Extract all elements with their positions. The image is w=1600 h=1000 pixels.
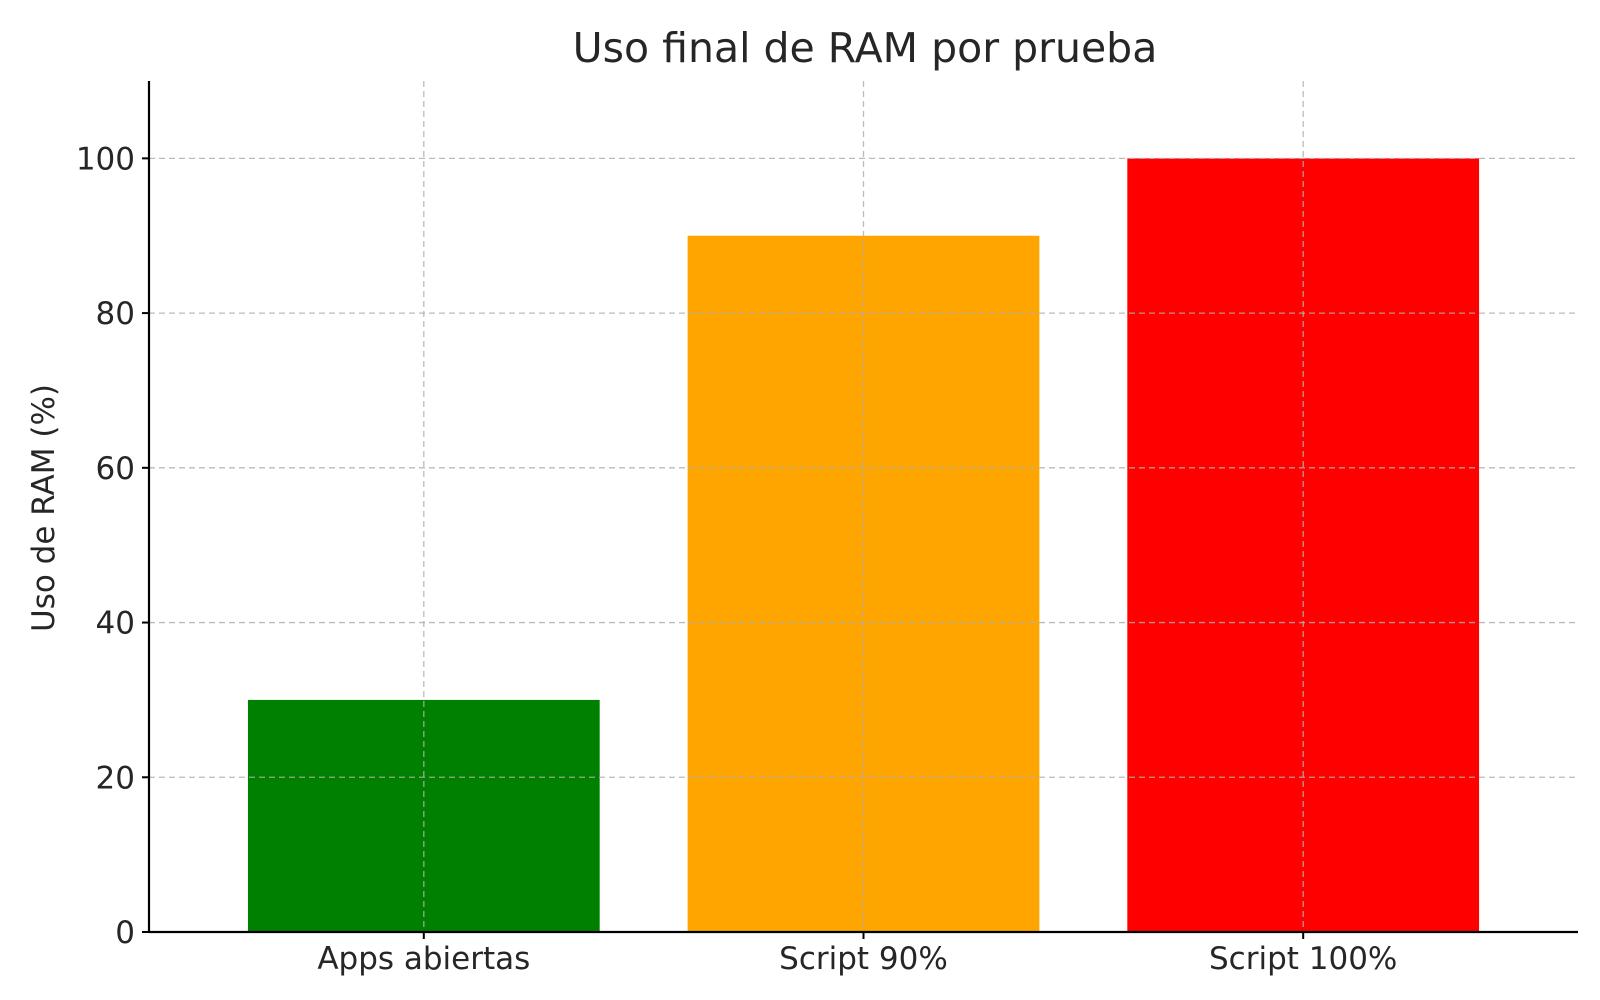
y-tick-label-0: 0 xyxy=(115,915,135,951)
chart-title: Uso final de RAM por prueba xyxy=(573,24,1158,72)
x-tick-label-2: Script 100% xyxy=(1209,941,1397,977)
y-axis-label: Uso de RAM (%) xyxy=(26,384,62,632)
grid-layer xyxy=(149,81,1578,932)
tick-layer: 0 20 40 60 80 100 Apps abiertas Script 90% Scrip… xyxy=(76,141,1398,977)
y-tick-label-5: 100 xyxy=(76,141,135,177)
x-tick-label-0: Apps abiertas xyxy=(317,941,530,977)
x-tick-label-1: Script 90% xyxy=(779,941,948,977)
y-tick-label-3: 60 xyxy=(96,451,135,487)
y-tick-label-2: 40 xyxy=(96,606,135,642)
y-tick-label-1: 20 xyxy=(96,760,135,796)
y-tick-label-4: 80 xyxy=(96,296,135,332)
